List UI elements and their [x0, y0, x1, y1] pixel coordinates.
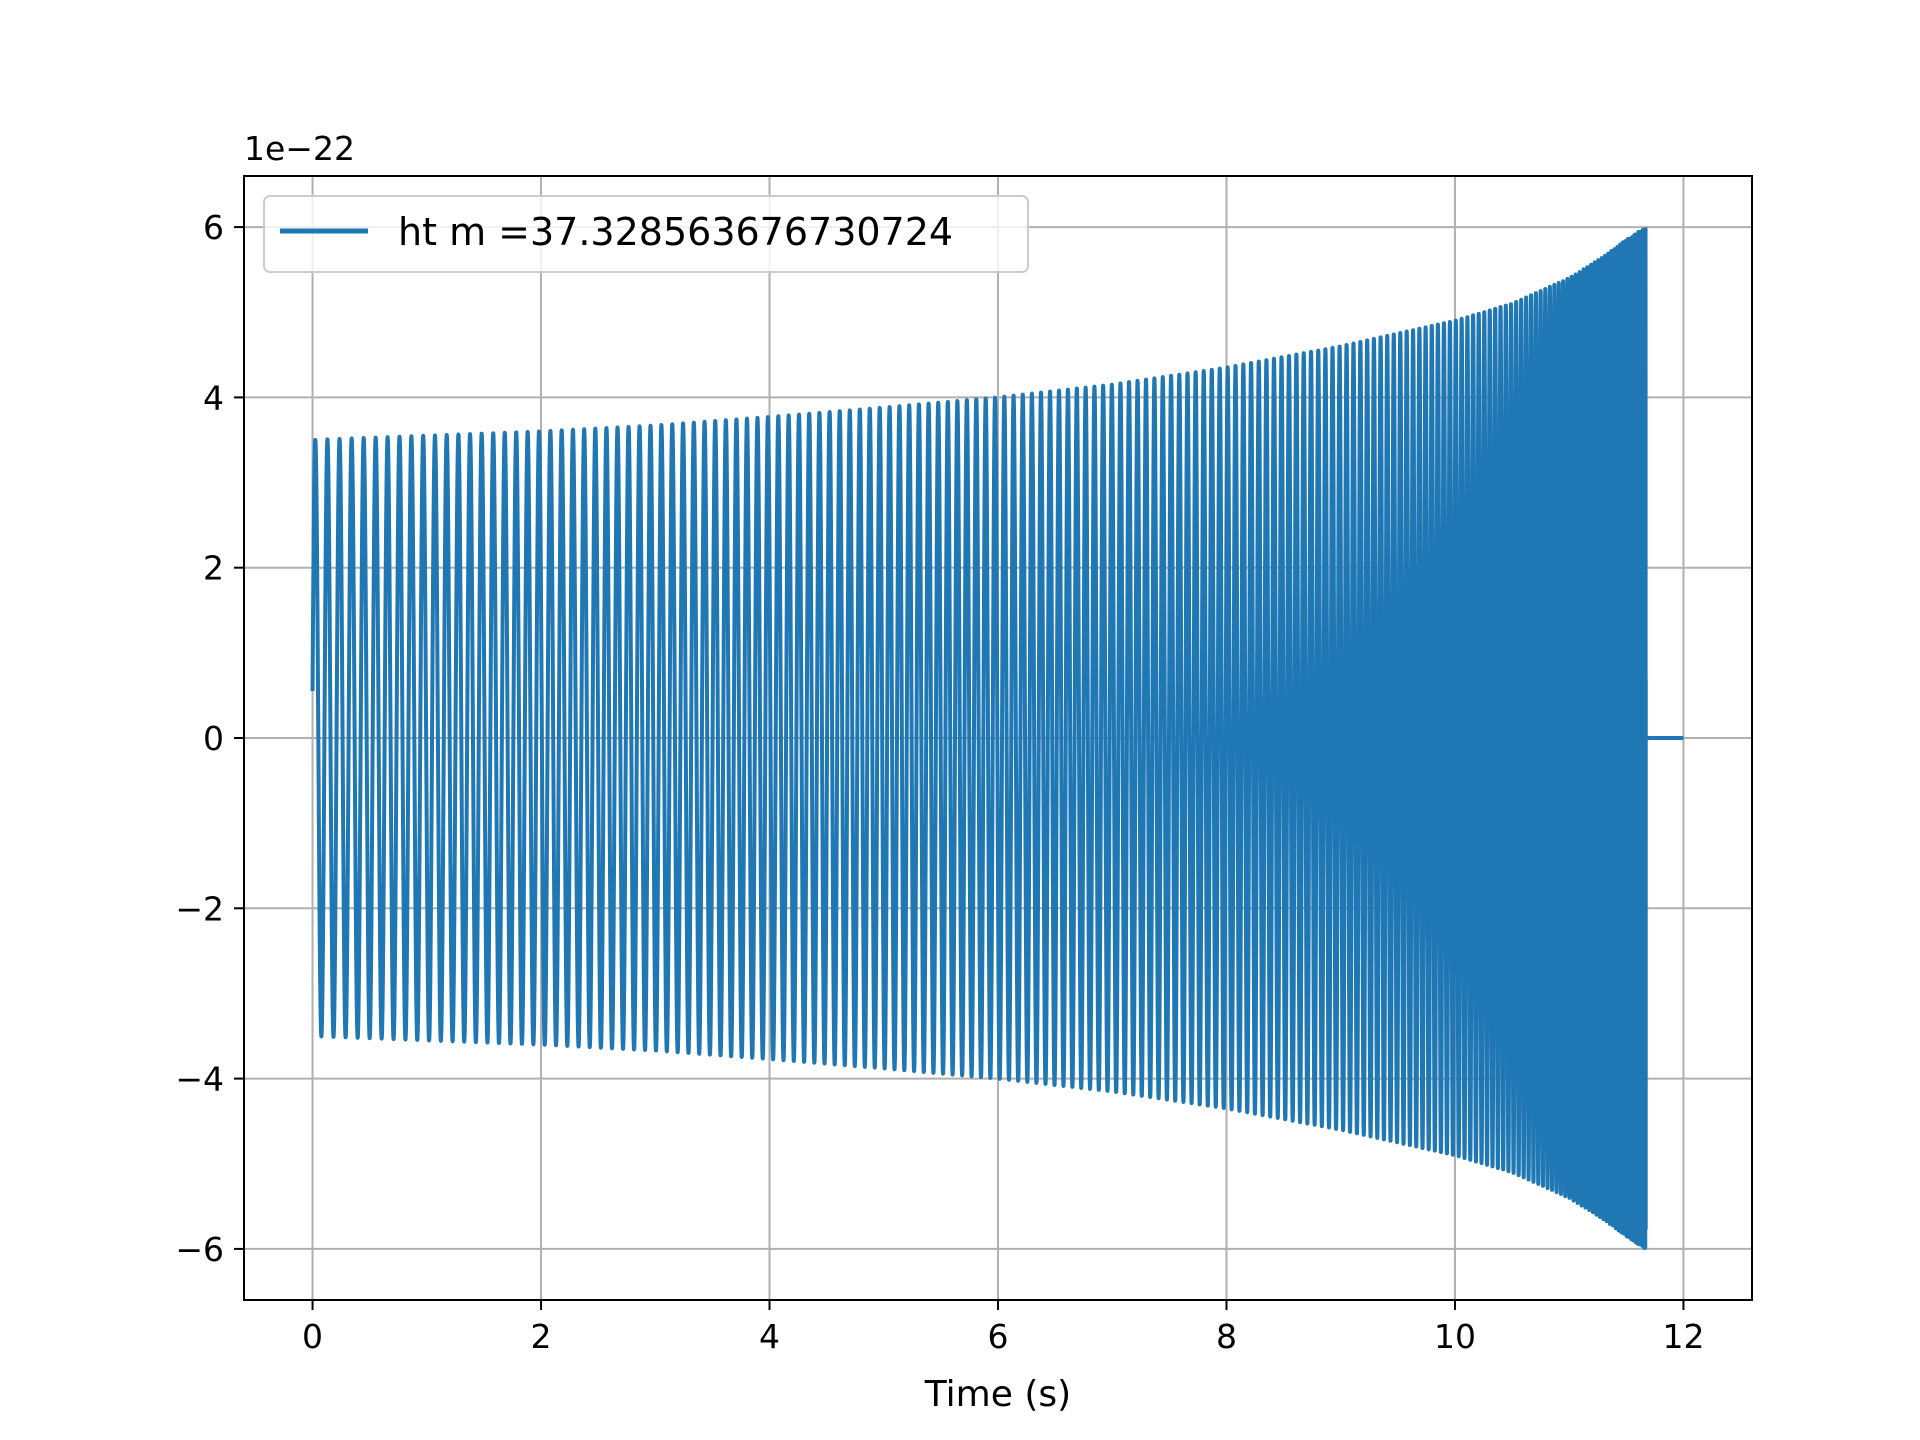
x-tick-label: 2	[531, 1317, 552, 1356]
y-tick-label: 6	[203, 208, 224, 247]
series-line-ht	[310, 227, 1684, 1250]
y-tick-label: 4	[203, 378, 224, 417]
x-tick-label: 12	[1662, 1317, 1704, 1356]
x-tick-label: 4	[759, 1317, 780, 1356]
legend-entry-label: ht m =37.328563676730724	[398, 210, 953, 254]
x-tick-label: 6	[988, 1317, 1009, 1356]
y-tick-label: −4	[175, 1060, 224, 1099]
legend-box	[263, 195, 1029, 273]
x-tick-label: 8	[1216, 1317, 1237, 1356]
y-tick-label: 0	[203, 719, 224, 758]
x-tick-label: 0	[302, 1317, 323, 1356]
y-tick-label: −2	[175, 889, 224, 928]
x-axis-label: Time (s)	[924, 1374, 1071, 1415]
x-tick-label: 10	[1434, 1317, 1476, 1356]
y-tick-label: −6	[175, 1230, 224, 1269]
x-axis: 0 2 4 6 8 10 12	[302, 1300, 1704, 1356]
legend: ht m =37.328563676730724	[263, 195, 1029, 273]
y-tick-label: 2	[203, 549, 224, 588]
plot-series-area	[310, 227, 1684, 1250]
y-scale-offset-label: 1e−22	[244, 129, 355, 168]
y-axis: −6 −4 −2 0 2 4 6	[175, 208, 244, 1269]
